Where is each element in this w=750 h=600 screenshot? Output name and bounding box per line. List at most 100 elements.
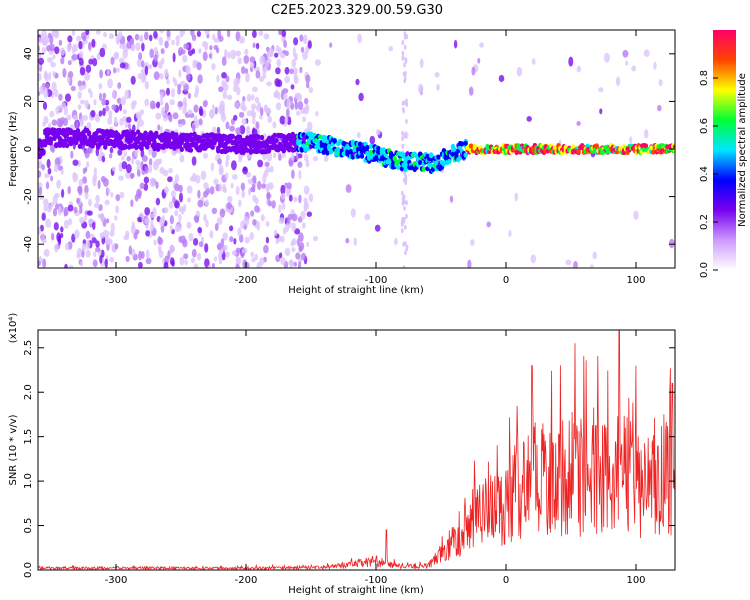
spectrogram-cell — [226, 202, 232, 210]
spectrogram-cell — [280, 53, 286, 59]
figure-title: C2E5.2023.329.00.59.G30 — [271, 3, 443, 18]
spectrogram-cell — [257, 159, 264, 168]
spectrogram-cell — [99, 47, 106, 58]
spectrogram-cell — [148, 164, 153, 174]
snr-series-line — [38, 330, 675, 570]
spectrogram-cell — [173, 79, 178, 87]
spectrogram-cell — [71, 53, 78, 61]
spectrogram-signal-cell — [256, 148, 261, 154]
spectrogram-cell — [226, 94, 233, 101]
spectrogram-cell — [90, 110, 96, 118]
spectrogram-cell — [265, 183, 270, 193]
x-tick-label: 100 — [626, 575, 645, 586]
spectrogram-cell — [225, 121, 230, 130]
spectrogram-cell — [254, 253, 258, 261]
spectrogram-cell — [302, 51, 308, 60]
spectrogram-cell — [130, 101, 136, 110]
snr-plot-area — [38, 330, 675, 570]
spectrogram-cell — [109, 256, 115, 263]
spectrogram-cell — [403, 31, 407, 37]
spectrogram-cell — [307, 40, 312, 49]
spectrogram-cell — [101, 97, 106, 106]
spectrogram-cell — [216, 217, 223, 225]
spectrogram-cell — [514, 192, 519, 202]
spectrogram-cell — [53, 222, 59, 231]
spectrogram-cell — [272, 152, 277, 159]
spectrogram-cell — [60, 116, 65, 125]
spectrogram-cell — [265, 220, 270, 227]
spectrogram-cell — [148, 158, 153, 166]
spectrogram-cell — [84, 99, 89, 109]
spectrogram-cell — [281, 152, 286, 159]
spectrogram-signal-cell — [248, 149, 254, 155]
spectrogram-cell — [198, 118, 203, 126]
spectrogram-signal-cell — [154, 130, 159, 136]
spectrogram-cell — [167, 250, 171, 260]
spectrogram-cell — [286, 98, 291, 109]
spectrogram-cell — [229, 125, 236, 132]
spectrogram-cell — [303, 185, 310, 195]
spectrogram-cell — [49, 110, 55, 118]
spectrogram-cell — [288, 159, 294, 166]
spectrogram-cell — [177, 83, 182, 89]
spectrogram-cell — [298, 194, 302, 204]
spectrogram-cell — [653, 61, 657, 70]
spectrogram-cell — [77, 80, 83, 87]
spectrogram-cell — [257, 101, 261, 109]
spectrogram-cell — [657, 104, 662, 112]
spectrogram-signal-cell — [359, 153, 365, 159]
spectrogram-cell — [243, 216, 250, 226]
y-tick-label: 1.5 — [23, 429, 34, 445]
spectrogram-cell — [194, 216, 200, 224]
spectrogram-cell — [252, 219, 257, 226]
spectrogram-cell — [149, 100, 156, 110]
spectrogram-cell — [314, 59, 321, 66]
spectrogram-cell — [38, 226, 41, 235]
spectrogram-cell — [405, 246, 409, 252]
spectrogram-cell — [275, 67, 281, 75]
spectrogram-cell — [298, 245, 303, 253]
spectrogram-cell — [251, 107, 255, 118]
y-tick-label: 2.0 — [23, 384, 34, 400]
spectrogram-cell — [78, 178, 84, 187]
spectrogram-cell — [72, 172, 79, 183]
spectrogram-cell — [402, 241, 405, 247]
spectrogram-cell — [402, 108, 406, 114]
spectrogram-cell — [449, 195, 454, 203]
spectrogram-cell — [191, 248, 197, 258]
spectrogram-cell — [46, 204, 52, 213]
spectrogram-cell — [77, 186, 83, 196]
spectrogram-cell — [227, 51, 231, 59]
spectrogram-signal-cell — [281, 148, 286, 154]
spectrogram-cell — [294, 228, 301, 235]
spectrogram-cell — [153, 30, 158, 39]
spectrogram-cell — [208, 53, 212, 59]
spectrogram-cell — [259, 75, 264, 83]
spectrogram-signal-cell — [458, 145, 463, 151]
spectrogram-cell — [51, 81, 57, 92]
spectrogram-cell — [254, 205, 260, 213]
spectrogram-cell — [194, 85, 200, 95]
spectrogram-signal-cell — [234, 139, 239, 145]
spectrogram-cell — [114, 51, 119, 59]
spectrogram-cell — [274, 78, 281, 87]
spectrogram-cell — [263, 244, 269, 254]
spectrogram-cell — [284, 116, 289, 124]
spectrogram-cell — [262, 66, 268, 73]
spectrogram-cell — [43, 204, 48, 212]
spectrogram-cell — [250, 251, 255, 257]
spectrogram-cell — [91, 237, 97, 244]
spectrogram-cell — [284, 75, 291, 84]
spectrogram-cell — [197, 74, 203, 84]
spectrogram-cell — [108, 33, 115, 40]
spectrogram-plot-area — [38, 30, 675, 268]
spectrogram-cell — [122, 109, 127, 115]
spectrogram-cell — [283, 39, 287, 48]
spectrogram-cell — [573, 261, 578, 268]
spectrogram-cell — [58, 39, 63, 46]
spectrogram-cell — [229, 236, 234, 243]
spectrogram-cell — [266, 152, 273, 162]
spectrogram-cell — [53, 88, 59, 98]
spectrogram-signal-cell — [83, 135, 88, 141]
spectrogram-cell — [172, 112, 179, 120]
